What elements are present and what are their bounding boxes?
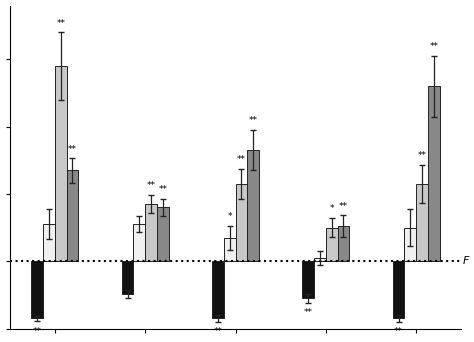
Bar [145,204,157,261]
Bar [404,228,416,261]
Bar [134,224,145,261]
Text: **: ** [394,327,403,336]
Bar [67,170,78,261]
Bar [43,224,55,261]
Bar [55,66,67,261]
Bar [314,258,326,261]
Text: *: * [228,212,232,221]
Text: **: ** [339,202,348,211]
Text: **: ** [249,116,258,125]
Text: **: ** [33,327,42,336]
Bar [122,261,134,293]
Bar [326,228,337,261]
Bar [224,238,236,261]
Bar [428,86,440,261]
Bar [212,261,224,318]
Text: **: ** [68,145,77,154]
Bar [247,150,259,261]
Bar [157,207,169,261]
Text: F: F [462,256,469,266]
Bar [416,184,428,261]
Text: **: ** [213,327,222,336]
Text: **: ** [237,155,246,165]
Text: **: ** [418,151,427,160]
Text: **: ** [304,308,313,317]
Text: **: ** [158,185,167,194]
Text: **: ** [429,42,438,51]
Bar [392,261,404,318]
Bar [31,261,43,318]
Text: **: ** [56,19,65,28]
Text: *: * [329,205,334,213]
Bar [302,261,314,298]
Text: **: ** [146,181,155,190]
Bar [236,184,247,261]
Bar [337,226,349,261]
